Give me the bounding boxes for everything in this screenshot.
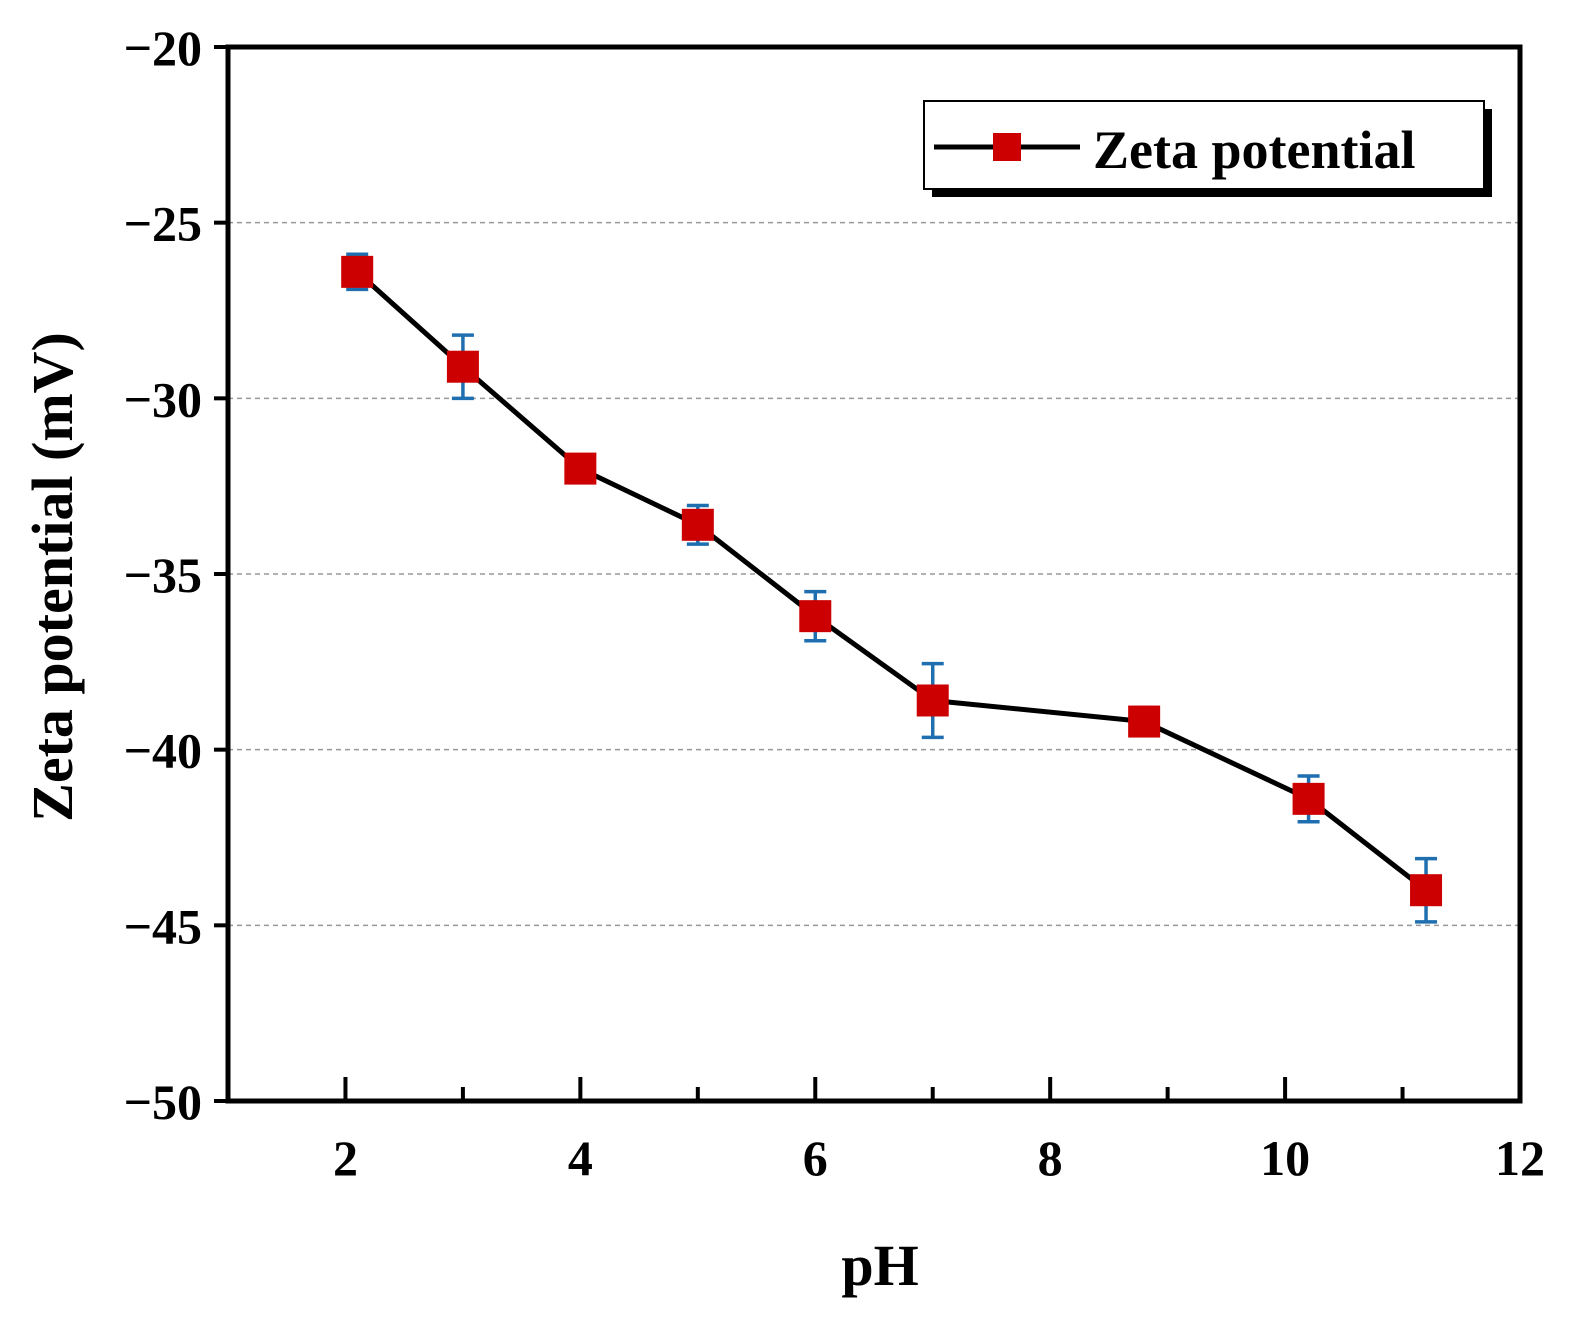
data-point-marker — [564, 452, 597, 485]
y-tick-label: −30 — [124, 371, 203, 427]
x-tick-label: 6 — [803, 1130, 828, 1186]
legend: Zeta potential — [923, 100, 1492, 197]
x-tick-label: 12 — [1495, 1130, 1545, 1186]
x-tick-label: 2 — [333, 1130, 358, 1186]
data-point-marker — [916, 684, 949, 717]
y-tick-label: −50 — [124, 1074, 203, 1130]
y-tick-label: −35 — [124, 547, 203, 603]
y-tick-label: −25 — [124, 196, 203, 252]
legend-marker-sample — [993, 133, 1021, 161]
x-tick-label: 4 — [568, 1130, 593, 1186]
legend-label: Zeta potential — [1093, 120, 1415, 180]
data-series — [341, 252, 1443, 924]
y-axis-title: Zeta potential (mV) — [20, 332, 85, 822]
x-axis-title: pH — [841, 1233, 918, 1298]
data-point-marker — [681, 508, 714, 541]
x-tick-label: 10 — [1260, 1130, 1310, 1186]
data-point-marker — [1292, 782, 1325, 815]
x-tick-label: 8 — [1038, 1130, 1063, 1186]
y-tick-label: −40 — [124, 723, 203, 779]
data-point-marker — [446, 350, 479, 383]
data-point-marker — [1128, 705, 1161, 738]
y-tick-label: −45 — [124, 898, 203, 954]
data-point-marker — [799, 600, 832, 633]
y-tick-label: −20 — [124, 20, 203, 76]
axis-ticks: −50 −45 −40 −35 −30 −25 −20 2 4 6 8 10 12 — [124, 20, 1546, 1186]
data-point-marker — [1410, 874, 1443, 907]
data-point-marker — [341, 255, 374, 288]
